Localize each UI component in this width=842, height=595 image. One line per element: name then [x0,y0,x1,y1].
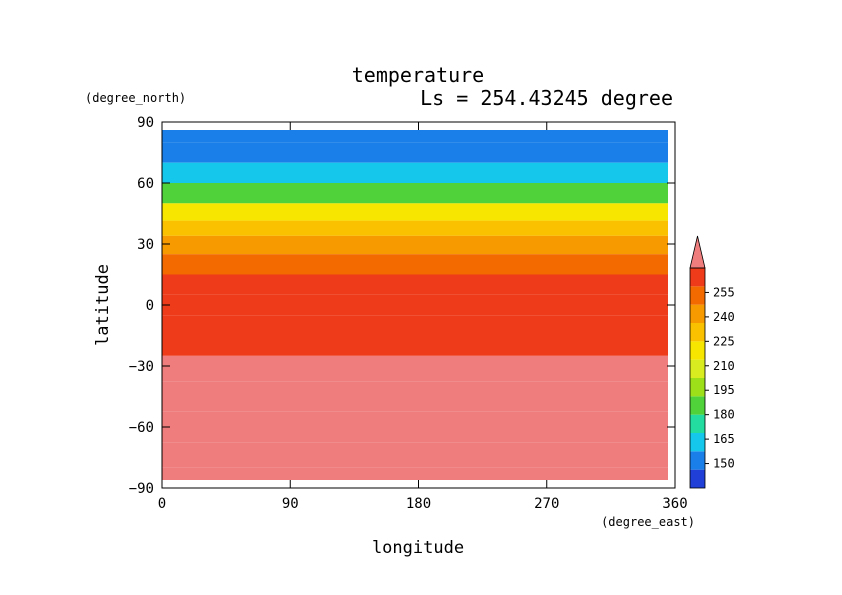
colorbar-tick-label: 195 [713,383,735,397]
colorbar-tick-label: 150 [713,457,735,471]
colorbar-segment [690,378,705,397]
temperature-band [162,411,668,443]
x-tick-label: 360 [662,496,687,512]
colorbar-frame [689,267,706,489]
temperature-band [162,162,668,183]
colorbar-segment [690,469,705,488]
temperature-band [162,130,668,143]
temperature-band [162,315,668,336]
y-tick-label: 60 [137,176,154,192]
colorbar-tick-label: 255 [713,285,735,299]
colorbar-segment [690,268,705,287]
y-tick-label: 30 [137,237,154,253]
temperature-band [162,442,668,468]
temperature-band [162,235,668,255]
temperature-band [162,381,668,412]
x-tick-label: 180 [406,496,431,512]
y-axis-label: latitude [93,264,113,346]
chart-subtitle: Ls = 254.43245 degree [420,86,673,110]
chart-title: temperature [352,63,484,87]
colorbar-segment [690,286,705,305]
colorbar-segment [690,414,705,433]
y-tick-label: 0 [146,298,154,314]
x-tick-label: 90 [282,496,299,512]
temperature-band [162,220,668,236]
colorbar-segment [690,323,705,342]
temperature-band [162,355,668,382]
colorbar-segment [690,359,705,378]
temperature-band [162,142,668,163]
colorbar-tick-label: 165 [713,432,735,446]
plot-area [162,130,668,480]
x-axis-label: longitude [372,538,464,558]
colorbar-tick-label: 240 [713,310,735,324]
colorbar-tick-label: 180 [713,408,735,422]
y-tick-label: −60 [129,420,154,436]
x-tick-label: 0 [158,496,166,512]
colorbar-segment [690,396,705,415]
y-unit-label: (degree_north) [85,91,186,105]
temperature-band [162,274,668,295]
colorbar-extend-arrow [689,235,706,269]
colorbar-tick-label: 210 [713,359,735,373]
x-tick-label: 270 [534,496,559,512]
colorbar-segment [690,451,705,470]
colorbar-segment [690,341,705,360]
axis-ticks: 0 90 180 270 360 90 60 30 0 −30 −60 −90 [129,115,688,512]
colorbar: 150 165 180 195 210 225 240 255 [689,235,735,489]
temperature-band [162,294,668,316]
colorbar-tick-label: 225 [713,334,735,348]
colorbar-segment [690,304,705,323]
y-tick-label: −90 [129,481,154,497]
x-unit-label: (degree_east) [601,515,695,529]
temperature-band [162,335,668,356]
y-tick-label: −30 [129,359,154,375]
temperature-band [162,183,668,204]
temperature-band [162,467,668,480]
temperature-band [162,203,668,221]
y-tick-label: 90 [137,115,154,131]
colorbar-segment [690,433,705,452]
temperature-band [162,254,668,275]
